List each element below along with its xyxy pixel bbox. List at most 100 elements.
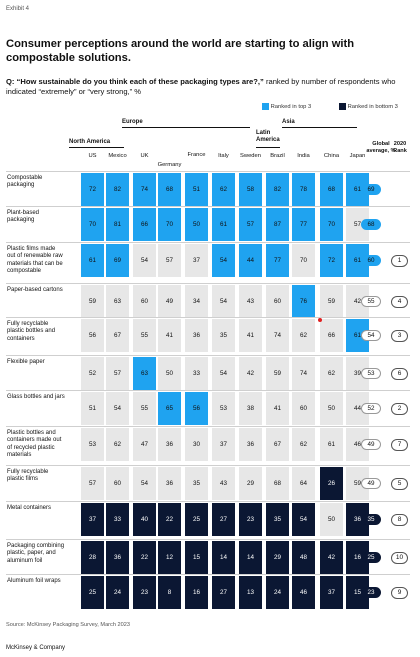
data-cell: 72 [320,244,343,277]
global-average-value: 25 [361,552,381,563]
data-cell: 61 [81,244,104,277]
rank-2020-value: 8 [391,513,408,526]
data-cell: 77 [292,208,315,241]
data-cell: 55 [133,392,156,425]
data-cell: 36 [346,503,369,536]
data-cell: 82 [266,173,289,206]
legend-bottom3-swatch [339,103,346,110]
data-cell: 60 [133,285,156,318]
global-average-value: 69 [361,184,381,195]
row-label: Fully recyclable plastic films [7,469,49,483]
data-cell: 38 [239,392,262,425]
global-average-value: 49 [361,439,381,450]
data-cell: 33 [106,503,129,536]
data-cell: 42 [320,541,343,574]
data-cell: 72 [81,173,104,206]
data-cell: 23 [133,576,156,609]
data-cell: 64 [292,467,315,500]
row-label: Fully recyclable plastic bottles and con… [7,321,56,342]
data-cell: 61 [346,173,369,206]
column-header-uk: UK [140,153,149,159]
data-cell: 68 [266,467,289,500]
data-cell: 28 [81,541,104,574]
header-rank-2020: 2020 Rank [393,141,407,154]
data-cell: 23 [239,503,262,536]
data-cell: 62 [292,319,315,352]
data-cell: 50 [320,503,343,536]
data-cell: 70 [158,208,181,241]
data-cell: 70 [320,208,343,241]
global-average-value: 52 [361,403,381,414]
data-cell: 61 [346,244,369,277]
data-cell: 67 [266,428,289,461]
data-cell: 54 [292,503,315,536]
data-cell: 66 [320,319,343,352]
legend-top3-swatch [262,103,269,110]
region-latin-america-rule [256,147,280,148]
data-cell: 57 [239,208,262,241]
header-global-average: Global average, % [366,141,396,154]
column-header-germany: Germany [157,162,182,168]
data-cell: 63 [133,357,156,390]
rank-2020-value: 5 [391,477,408,490]
data-cell: 36 [185,319,208,352]
data-cell: 78 [292,173,315,206]
global-average-value: 23 [361,587,381,598]
rank-2020-value: 3 [391,329,408,342]
data-cell: 52 [81,357,104,390]
legend-bottom3: Ranked in bottom 3 [339,103,398,110]
data-cell: 29 [266,541,289,574]
data-cell: 57 [158,244,181,277]
data-cell: 46 [292,576,315,609]
data-cell: 49 [158,285,181,318]
data-cell: 14 [212,541,235,574]
data-cell: 60 [106,467,129,500]
region-asia: Asia [282,119,295,125]
rank-2020-value: 4 [391,295,408,308]
data-cell: 68 [320,173,343,206]
data-cell: 48 [292,541,315,574]
column-header-brazil: Brazil [270,153,285,159]
data-cell: 37 [212,428,235,461]
region-europe-rule [122,127,250,128]
region-north-america: North America [69,139,111,145]
source-note: Source: McKinsey Packaging Survey, March… [6,622,130,628]
data-cell: 69 [106,244,129,277]
data-cell: 37 [81,503,104,536]
data-cell: 15 [346,576,369,609]
rank-2020-value: 10 [391,551,408,564]
data-cell: 16 [346,541,369,574]
global-average-value: 60 [361,255,381,266]
data-cell: 70 [81,208,104,241]
data-cell: 13 [239,576,262,609]
rank-2020-value: 7 [391,438,408,451]
data-cell: 54 [212,285,235,318]
data-cell: 35 [185,467,208,500]
footer-brand: McKinsey & Company [6,645,66,651]
data-cell: 50 [320,392,343,425]
data-cell: 63 [106,285,129,318]
chart-title: Consumer perceptions around the world ar… [6,38,355,64]
data-cell: 65 [158,392,181,425]
exhibit-label: Exhibit 4 [6,6,30,12]
data-cell: 56 [185,392,208,425]
data-cell: 82 [106,173,129,206]
rank-2020-value: 6 [391,367,408,380]
data-cell: 61 [320,428,343,461]
rank-2020-value: 1 [391,254,408,267]
survey-question: Q: “How sustainable do you think each of… [6,77,406,97]
data-cell: 51 [185,173,208,206]
data-cell: 70 [292,244,315,277]
data-cell: 87 [266,208,289,241]
global-average-value: 55 [361,296,381,307]
data-cell: 60 [266,285,289,318]
data-cell: 62 [320,357,343,390]
row-label: Glass bottles and jars [7,394,65,400]
row-separator [6,501,410,502]
rank-2020-value: 2 [391,402,408,415]
column-header-france: France [187,152,206,158]
data-cell: 50 [185,208,208,241]
question-suffix: ranked by number of respondents who indi… [6,77,396,96]
row-label: Packaging combining plastic, paper, and … [7,543,65,564]
data-cell: 59 [320,285,343,318]
